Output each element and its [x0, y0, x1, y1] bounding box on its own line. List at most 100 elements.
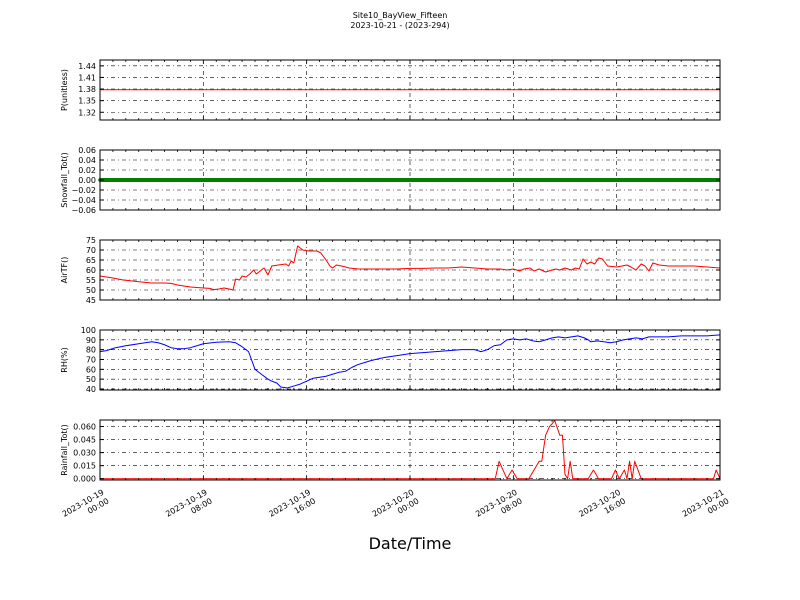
series-marker — [216, 178, 221, 182]
series-marker — [568, 178, 573, 182]
x-tick-label: 2023-10-1908:00 — [164, 488, 214, 528]
x-tick-label: 2023-10-2008:00 — [474, 488, 524, 528]
series-marker — [498, 178, 502, 182]
series-marker — [635, 178, 640, 182]
series-marker — [136, 178, 141, 182]
series-marker — [347, 178, 352, 182]
series-marker — [667, 178, 672, 182]
series-marker — [267, 178, 272, 182]
series-marker — [133, 178, 137, 182]
series-marker — [370, 178, 374, 182]
series-marker — [239, 178, 243, 182]
series-marker — [415, 178, 419, 182]
series-marker — [536, 178, 541, 182]
series-marker — [472, 178, 477, 182]
series-marker — [139, 178, 144, 182]
series-marker — [555, 178, 560, 182]
y-tick-label: 0.04 — [78, 156, 96, 165]
series-marker — [325, 178, 330, 182]
series-marker — [299, 178, 304, 182]
series-marker — [283, 178, 288, 182]
series-marker — [402, 178, 406, 182]
y-tick-label: 1.44 — [78, 62, 96, 71]
series-marker — [571, 178, 576, 182]
y-axis-label: RH(%) — [60, 347, 69, 372]
y-tick-label: 100 — [81, 326, 96, 335]
series-marker — [165, 178, 169, 182]
series-marker — [645, 178, 649, 182]
series-marker — [626, 178, 630, 182]
series-marker — [344, 178, 349, 182]
series-marker — [443, 178, 448, 182]
series-marker — [507, 178, 512, 182]
series-marker — [200, 178, 205, 182]
series-marker — [520, 178, 525, 182]
series-marker — [447, 178, 451, 182]
series-marker — [322, 178, 326, 182]
series-marker — [143, 178, 147, 182]
series-marker — [171, 178, 176, 182]
series-marker — [123, 178, 128, 182]
series-marker — [309, 178, 314, 182]
x-tick-label: 2023-10-2000:00 — [371, 488, 421, 528]
series-marker — [328, 178, 333, 182]
series-marker — [232, 178, 237, 182]
series-marker — [680, 178, 685, 182]
series-marker — [712, 178, 717, 182]
series-marker — [399, 178, 403, 182]
y-tick-label: 40 — [86, 385, 96, 394]
y-tick-label: 60 — [86, 365, 96, 374]
series-marker — [546, 178, 550, 182]
series-marker — [293, 178, 298, 182]
series-marker — [411, 178, 416, 182]
series-marker — [517, 178, 521, 182]
y-tick-label: 70 — [86, 356, 96, 365]
y-tick-label: 0.015 — [73, 462, 96, 471]
x-tick-label: 2023-10-1900:00 — [61, 488, 111, 528]
series-marker — [610, 178, 614, 182]
series-marker — [274, 178, 278, 182]
y-tick-label: −0.04 — [71, 196, 96, 205]
series-marker — [421, 178, 426, 182]
series-marker — [619, 178, 624, 182]
series-marker — [587, 178, 592, 182]
series-marker — [383, 178, 387, 182]
series-marker — [613, 178, 617, 182]
y-tick-label: 0.06 — [78, 146, 96, 155]
series-marker — [152, 178, 157, 182]
series-marker — [527, 178, 531, 182]
series-marker — [479, 178, 483, 182]
series-marker — [181, 178, 185, 182]
series-marker — [699, 178, 704, 182]
series-marker — [495, 178, 499, 182]
y-tick-label: 0.000 — [73, 475, 96, 484]
series-marker — [290, 178, 294, 182]
y-tick-label: 45 — [86, 296, 96, 305]
series-marker — [360, 178, 365, 182]
series-marker — [175, 178, 179, 182]
series-marker — [504, 178, 509, 182]
series-marker — [456, 178, 461, 182]
series-marker — [687, 178, 691, 182]
series-marker — [395, 178, 400, 182]
series-marker — [194, 178, 198, 182]
series-marker — [427, 178, 432, 182]
series-marker — [501, 178, 506, 182]
y-tick-label: 75 — [86, 236, 96, 245]
series-marker — [706, 178, 710, 182]
series-marker — [245, 178, 249, 182]
series-marker — [210, 178, 214, 182]
series-marker — [514, 178, 518, 182]
series-marker — [408, 178, 413, 182]
series-marker — [104, 178, 109, 182]
series-marker — [319, 178, 323, 182]
series-marker — [229, 178, 233, 182]
series-marker — [463, 178, 467, 182]
x-tick-label: 2023-10-1916:00 — [267, 488, 317, 528]
series-marker — [226, 178, 230, 182]
y-tick-label: 0.00 — [78, 176, 96, 185]
y-tick-label: 1.32 — [78, 108, 96, 117]
y-tick-label: 0.045 — [73, 436, 96, 445]
series-marker — [287, 178, 291, 182]
